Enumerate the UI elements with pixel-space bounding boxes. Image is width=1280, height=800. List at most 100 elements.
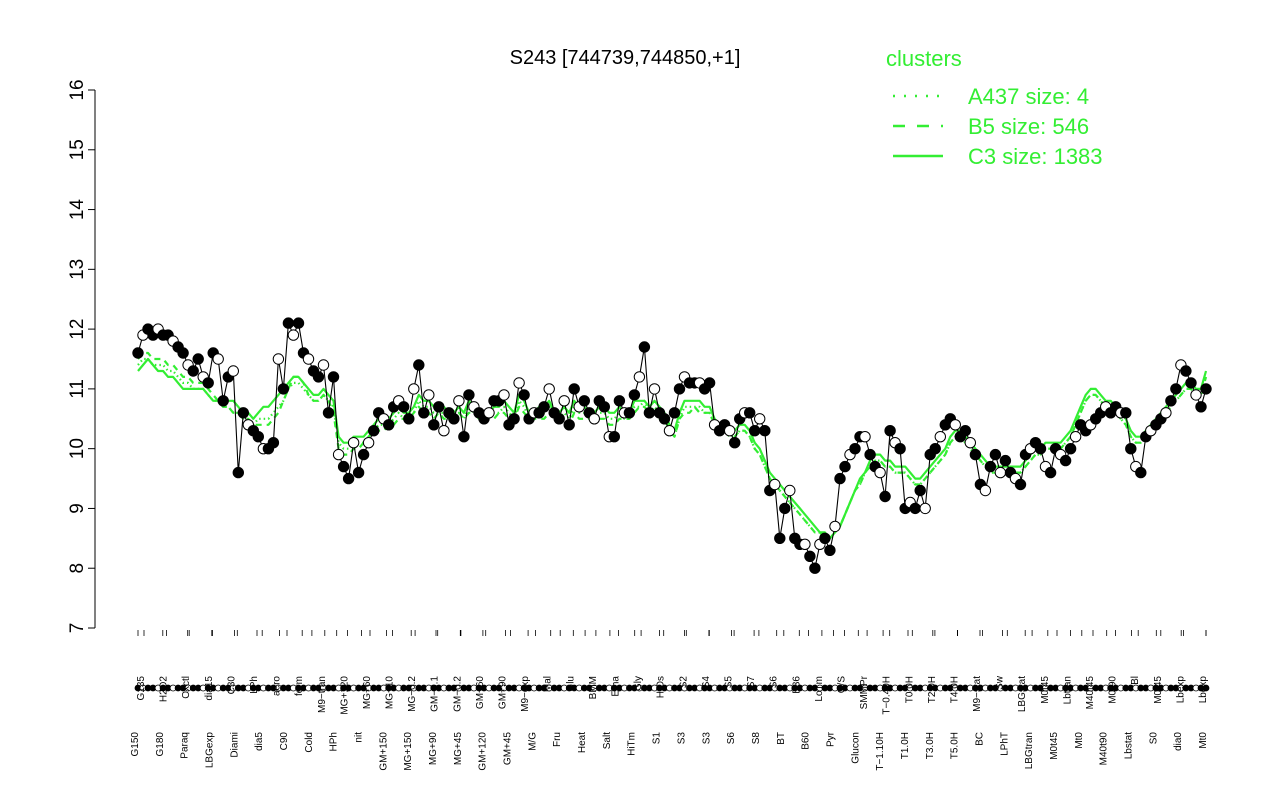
x-tick-label: Bl xyxy=(1130,676,1141,685)
x-tick-label: LoTm xyxy=(814,676,825,702)
legend-title: clusters xyxy=(886,46,962,71)
data-point xyxy=(914,484,926,497)
x-tick-label: GM−0.1 xyxy=(430,676,441,712)
x-tick-label: M0t45 xyxy=(1040,676,1051,704)
data-point xyxy=(1195,401,1207,413)
data-point xyxy=(1180,365,1192,377)
data-point xyxy=(638,341,651,353)
data-point xyxy=(212,353,224,365)
x-tick-label: dia0 xyxy=(1173,732,1184,751)
x-tick-label: Cold xyxy=(304,732,315,753)
data-point xyxy=(934,431,946,443)
x-tick-label: GM+150 xyxy=(378,732,389,771)
x-tick-label: GM+45 xyxy=(503,732,514,766)
x-tick-label: Glucon xyxy=(850,732,861,764)
y-tick-label: 9 xyxy=(67,503,88,514)
x-tick-label: Gly xyxy=(633,676,644,691)
data-point xyxy=(327,371,340,383)
data-point xyxy=(453,395,465,407)
data-point xyxy=(192,353,204,365)
data-point xyxy=(894,443,906,455)
data-point xyxy=(398,401,410,413)
x-tick-label: M0t45 xyxy=(1049,732,1060,760)
x-tick-label: S3 xyxy=(676,732,687,745)
x-tick-label: ferm xyxy=(294,676,305,696)
data-point xyxy=(839,460,851,473)
data-point xyxy=(463,389,475,401)
x-tick-label: SMMPr xyxy=(859,675,870,709)
data-point xyxy=(929,443,941,455)
data-point xyxy=(959,425,971,437)
x-tick-label: M0t90 xyxy=(1108,676,1119,704)
x-tick-label: S7 xyxy=(746,676,757,689)
data-point xyxy=(408,383,420,395)
x-tick-label: Mt0 xyxy=(1198,732,1209,749)
x-tick-label: LPhT xyxy=(999,732,1010,756)
x-tick-label: Salt xyxy=(602,732,613,749)
x-tick-label: MG−0.2 xyxy=(407,676,418,712)
x-tick-label: Etha xyxy=(611,676,622,697)
data-point xyxy=(272,353,285,365)
data-point xyxy=(1120,407,1132,419)
data-point xyxy=(774,532,786,544)
x-tick-label: MG+60 xyxy=(362,676,373,710)
data-point xyxy=(628,389,641,401)
data-point xyxy=(779,502,791,515)
data-point xyxy=(613,395,626,407)
data-point xyxy=(1059,454,1072,467)
data-point xyxy=(362,437,375,449)
data-point xyxy=(784,484,796,497)
data-point xyxy=(819,532,831,544)
data-point xyxy=(864,448,876,461)
x-tick-label: Sw xyxy=(995,675,1006,690)
x-tick-label: dia15 xyxy=(204,676,215,701)
x-tick-label: M9−tran xyxy=(317,676,328,713)
x-tick-label: M40t45 xyxy=(1085,676,1096,710)
data-point xyxy=(383,419,395,431)
legend-label-c3: C3 size: 1383 xyxy=(968,144,1103,169)
x-tick-label: Paraq xyxy=(180,732,191,759)
data-point xyxy=(849,443,861,455)
x-tick-label: T2.0H xyxy=(927,676,938,703)
y-tick-label: 13 xyxy=(67,259,88,280)
data-point xyxy=(994,466,1007,479)
x-tick-label: dia5 xyxy=(254,732,265,751)
x-tick-label: MG+10 xyxy=(385,676,396,710)
data-point xyxy=(202,377,214,389)
x-tick-label: Mt0 xyxy=(1074,732,1085,749)
x-tick-label: C30 xyxy=(226,676,237,695)
data-point xyxy=(132,347,144,359)
x-tick-label: aero xyxy=(272,676,283,696)
data-point xyxy=(1160,407,1172,419)
x-tick-label: LBGexp xyxy=(205,732,216,769)
data-point xyxy=(633,371,646,383)
data-point xyxy=(859,431,871,443)
x-tick-label: LPh xyxy=(249,676,260,694)
x-tick-label: S0 xyxy=(1148,732,1159,745)
data-point xyxy=(829,520,841,533)
data-point xyxy=(177,347,189,359)
data-point xyxy=(357,448,370,461)
data-point xyxy=(1185,377,1197,389)
data-point xyxy=(703,377,716,389)
data-point xyxy=(598,401,610,413)
x-tick-label: HiOs xyxy=(656,676,667,698)
chart-title: S243 [744739,744850,+1] xyxy=(510,47,741,69)
y-tick-label: 7 xyxy=(67,623,88,634)
legend-label-b5: B5 size: 546 xyxy=(968,114,1089,139)
x-tick-label: T4.0H xyxy=(949,676,960,703)
data-point xyxy=(232,466,245,479)
x-tick-label: G180 xyxy=(155,732,166,757)
x-tick-label: MG+90 xyxy=(428,732,439,766)
data-point xyxy=(413,359,425,371)
x-tick-label: Heat xyxy=(577,732,588,753)
data-point xyxy=(342,472,355,485)
x-tick-label: Diami xyxy=(229,732,240,758)
data-point xyxy=(578,395,590,407)
y-tick-label: 10 xyxy=(67,438,88,459)
data-point xyxy=(658,413,671,425)
plot-frame xyxy=(130,90,1212,628)
cluster-B5-line xyxy=(137,351,1208,540)
data-point xyxy=(287,329,300,341)
data-point xyxy=(648,383,661,395)
